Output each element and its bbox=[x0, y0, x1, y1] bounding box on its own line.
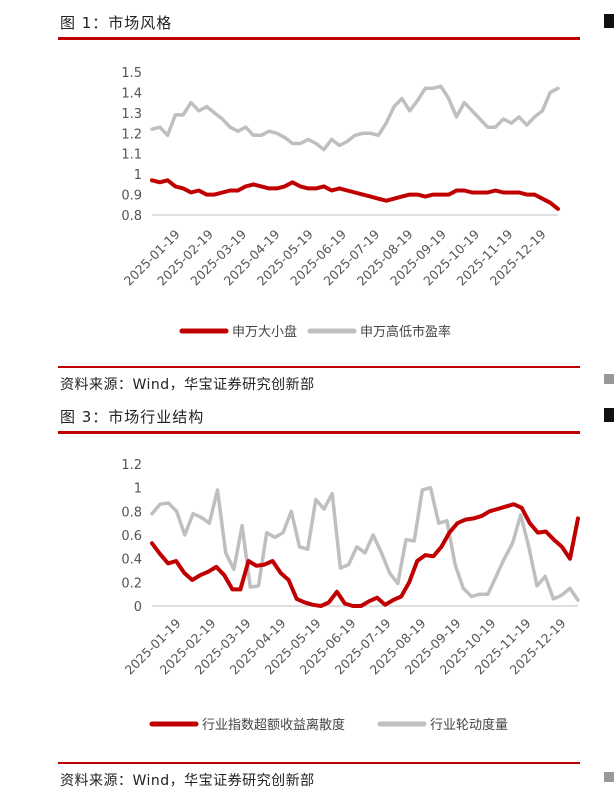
legend-label: 申万高低市盈率 bbox=[360, 324, 451, 340]
series-line-gray bbox=[150, 84, 560, 152]
y-tick-label: 1.4 bbox=[121, 86, 142, 101]
y-tick-label: 0.8 bbox=[121, 505, 142, 520]
chart-industry-structure: 1.210.80.60.40.202025-01-192025-02-19202… bbox=[121, 458, 580, 733]
y-tick-label: 1.2 bbox=[121, 127, 142, 142]
y-tick-label: 0 bbox=[134, 600, 142, 615]
figure3-bottom-rule bbox=[58, 762, 580, 764]
y-tick-label: 0.6 bbox=[121, 529, 142, 544]
figure1-source: 资料来源：Wind，华宝证券研究创新部 bbox=[60, 377, 315, 393]
figure1-bottom-rule bbox=[58, 366, 580, 368]
adjacent-figure-fragment bbox=[604, 772, 614, 782]
figure3-top-rule bbox=[58, 431, 580, 434]
y-tick-label: 1.5 bbox=[121, 66, 142, 81]
adjacent-figure-fragment bbox=[604, 14, 614, 28]
y-tick-label: 0.9 bbox=[121, 189, 142, 204]
figure1-title: 图 1：市场风格 bbox=[60, 14, 173, 32]
adjacent-figure-fragment bbox=[604, 408, 614, 422]
figure1-top-rule bbox=[58, 37, 580, 40]
y-tick-label: 0.8 bbox=[121, 209, 142, 224]
series-line-gray bbox=[150, 485, 580, 602]
series-line-red bbox=[150, 502, 580, 608]
y-tick-label: 0.4 bbox=[121, 553, 142, 568]
y-tick-label: 1.2 bbox=[121, 458, 142, 473]
legend-label: 申万大小盘 bbox=[232, 324, 297, 340]
figure3-title: 图 3：市场行业结构 bbox=[60, 408, 205, 426]
y-tick-label: 1.3 bbox=[121, 107, 142, 122]
legend-label: 行业轮动度量 bbox=[430, 717, 508, 733]
y-tick-label: 0.2 bbox=[121, 576, 142, 591]
adjacent-figure-fragment bbox=[604, 374, 614, 384]
y-tick-label: 1 bbox=[134, 168, 142, 183]
y-tick-label: 1.1 bbox=[121, 148, 142, 163]
chart-market-style: 1.51.41.31.21.110.90.82025-01-192025-02-… bbox=[121, 66, 560, 340]
figure3-source: 资料来源：Wind，华宝证券研究创新部 bbox=[60, 773, 315, 789]
legend-label: 行业指数超额收益离散度 bbox=[202, 717, 345, 733]
y-tick-label: 1 bbox=[134, 482, 142, 497]
series-line-red bbox=[150, 178, 560, 211]
